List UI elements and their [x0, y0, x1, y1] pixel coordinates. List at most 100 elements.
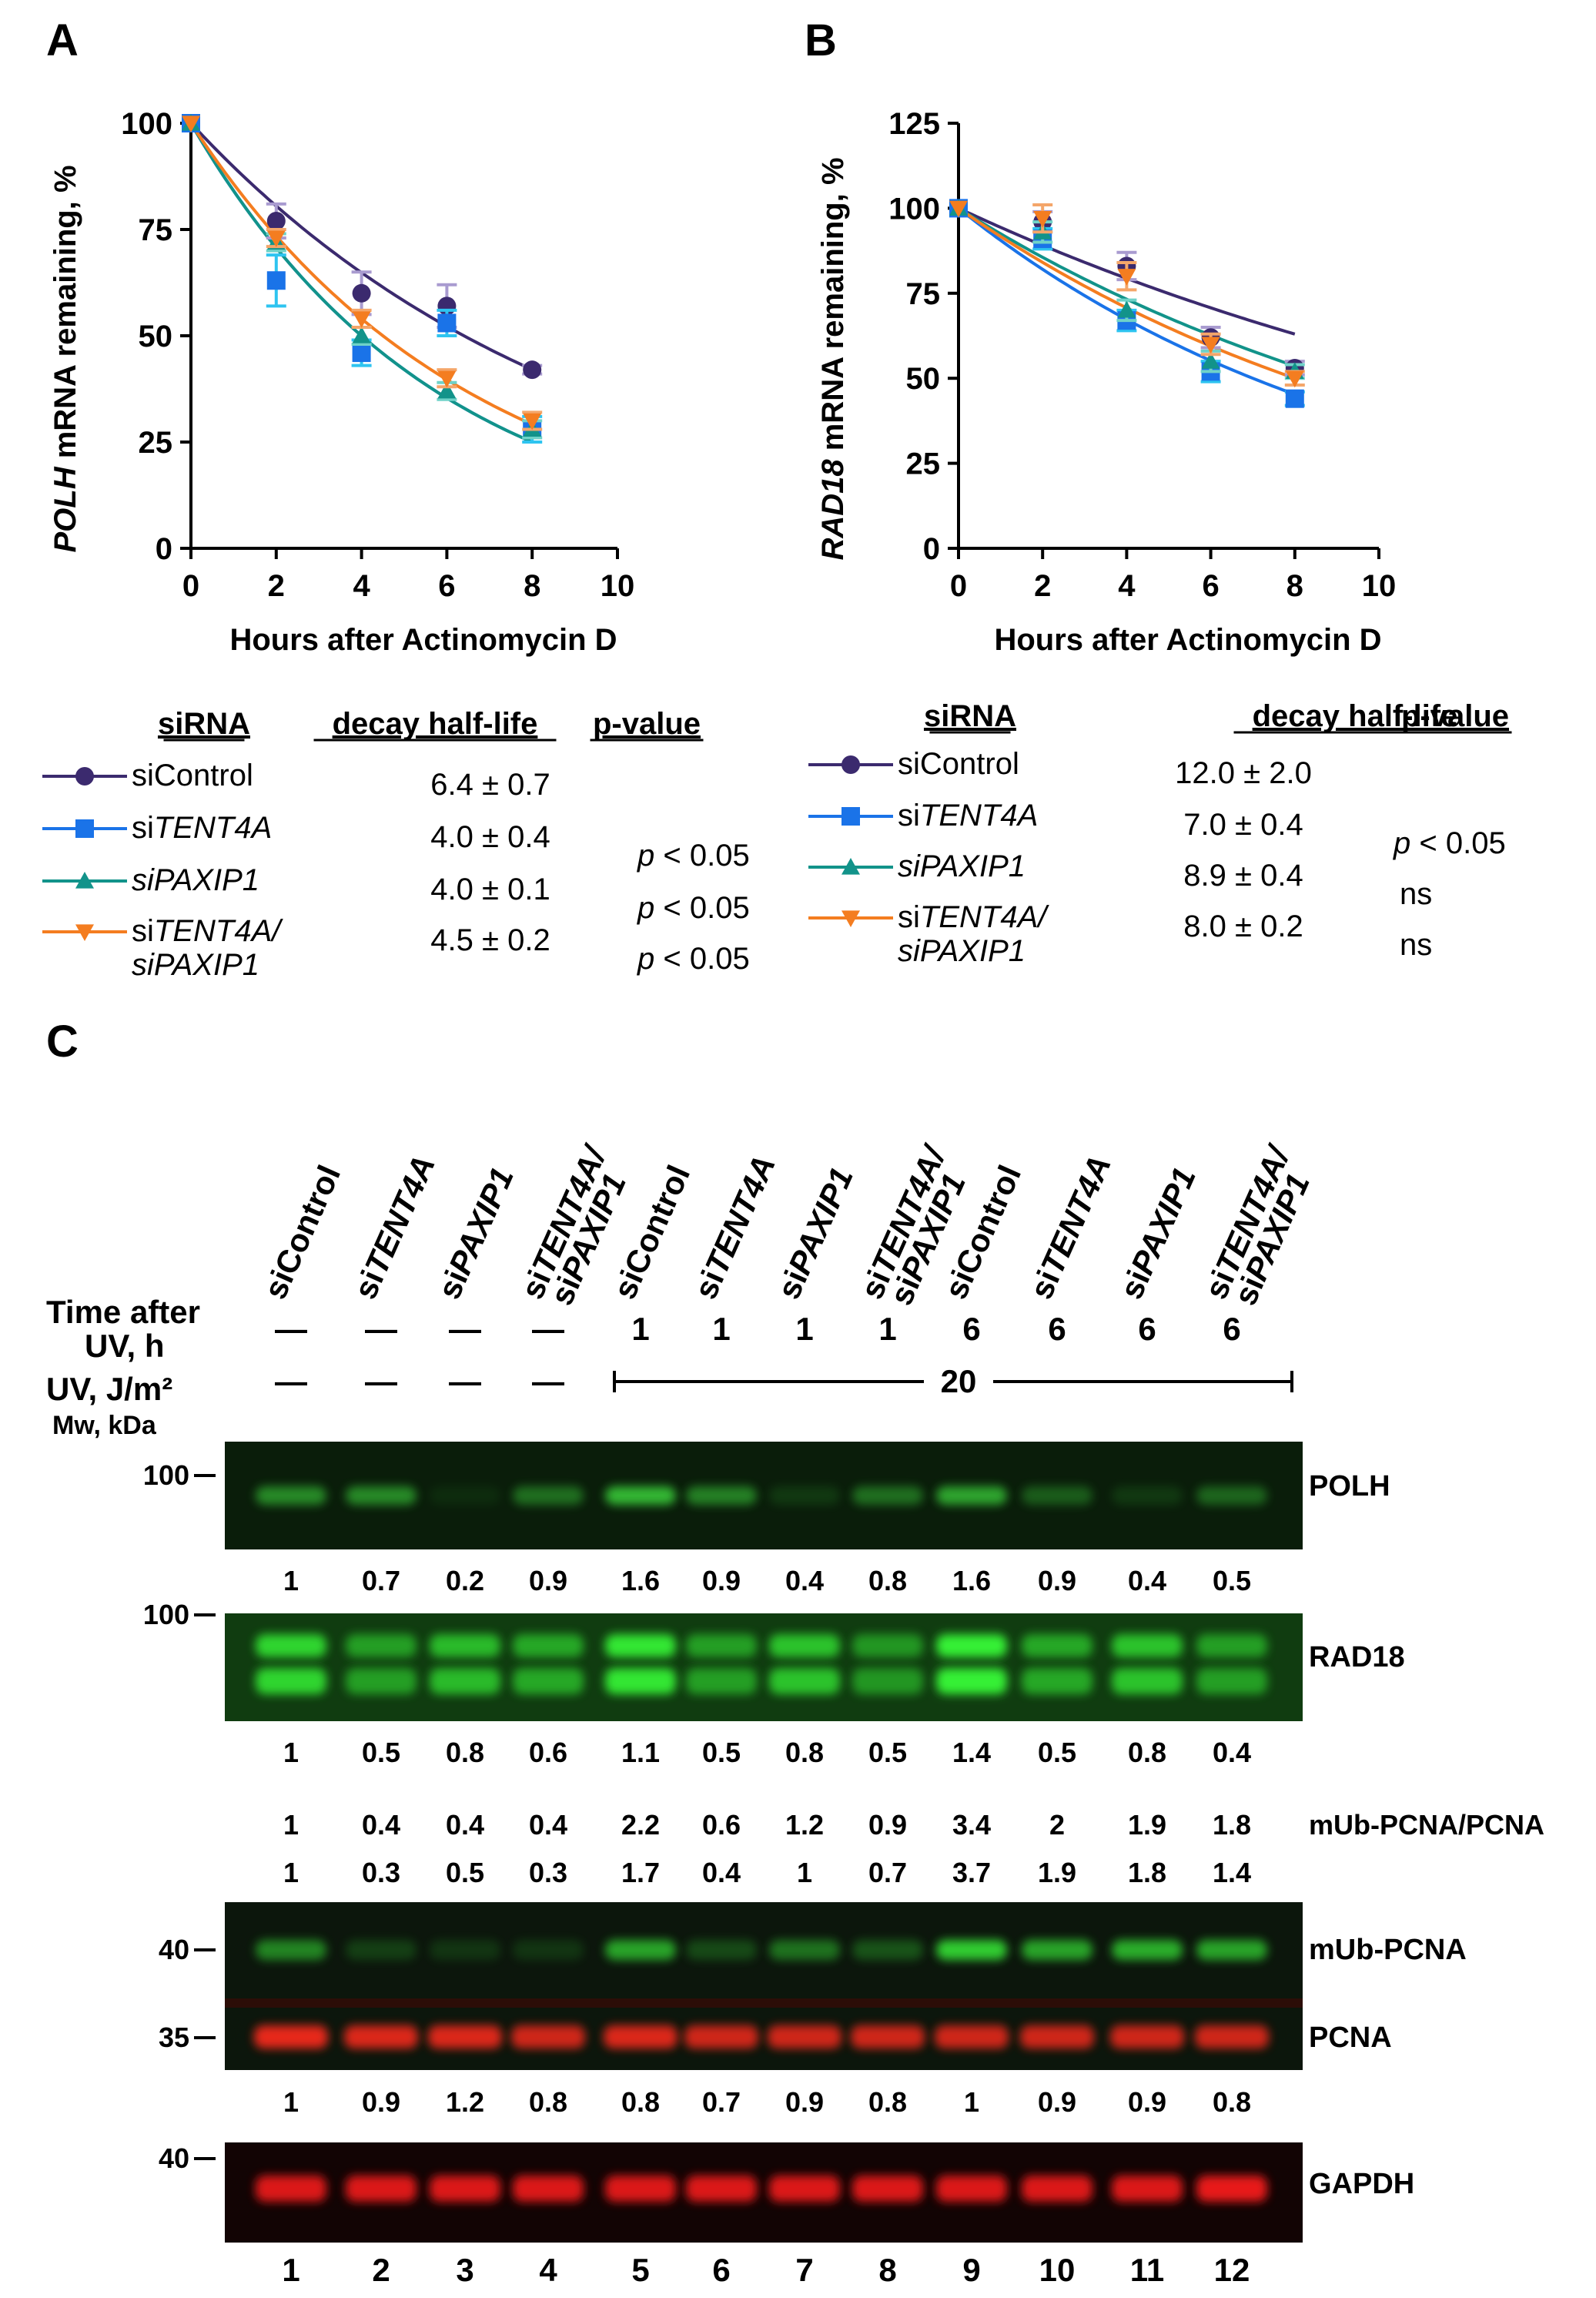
rad18-quant: 0.5	[868, 1737, 907, 1768]
p-text: < 0.05	[654, 891, 749, 925]
mub-pcna-quant: 1.9	[1038, 1857, 1076, 1888]
data-point-series-3	[1033, 211, 1052, 228]
mub-pcna-quant: 0.3	[529, 1857, 567, 1888]
pcna-band	[254, 2025, 328, 2048]
mub-pcna-band	[686, 1940, 757, 1960]
p-symbol: p	[637, 891, 654, 925]
lane-label-2: siTENT4A	[346, 1150, 442, 1304]
pcna-band	[511, 2025, 585, 2048]
p-symbol: p	[1393, 826, 1410, 860]
mub-pcna-quant: 3.7	[952, 1857, 991, 1888]
rad18-band-upper	[936, 1634, 1007, 1657]
data-point-series-1	[266, 271, 286, 290]
pcna-quant: 0.9	[1128, 2086, 1166, 2118]
rad18-band-upper	[605, 1634, 676, 1657]
legend-half-life: 12.0 ± 2.0	[1175, 756, 1312, 790]
mw-marker-label: 40	[159, 1934, 189, 1965]
legend-marker	[75, 819, 94, 838]
legend-half-life: 4.0 ± 0.4	[430, 820, 550, 854]
lane-number: 5	[631, 2252, 649, 2288]
pcna-band	[768, 2025, 841, 2048]
lane-label-gene: PAXIP1	[1124, 1162, 1203, 1280]
fit-curve-3	[957, 206, 1296, 380]
mub-pcna-quant: 0.5	[446, 1857, 484, 1888]
mub-pcna-ratio: 0.4	[446, 1809, 484, 1841]
x-axis-title-a: Hours after Actinomycin D	[229, 623, 617, 657]
polh-quant: 1	[283, 1565, 299, 1596]
pcna-quant: 0.8	[621, 2086, 660, 2118]
rad18-band-upper	[256, 1634, 326, 1657]
y-axis-title-gene: RAD18	[816, 459, 850, 561]
data-point-series-0	[523, 360, 542, 380]
mub-pcna-quant: 1.8	[1128, 1857, 1166, 1888]
mub-pcna-band	[1022, 1940, 1092, 1960]
legend-p-value: ns	[1400, 877, 1432, 911]
y-axis-title-b: RAD18 mRNA remaining, %	[816, 157, 850, 560]
mub-pcna-band	[769, 1940, 840, 1960]
mub-pcna-band	[430, 1940, 500, 1960]
y-tick-label: 0	[156, 532, 172, 566]
polh-quant: 0.5	[1213, 1565, 1251, 1596]
polh-band	[256, 1486, 326, 1505]
data-point-series-3	[1117, 269, 1136, 286]
time-value: —	[532, 1311, 564, 1347]
rad18-quant: 0.8	[785, 1737, 824, 1768]
rad18-band-upper	[346, 1634, 417, 1657]
lane-number: 4	[539, 2252, 557, 2288]
rad18-band-upper	[1112, 1634, 1183, 1657]
legend-label-gene: siPAXIP1	[898, 849, 1026, 883]
rad18-band-upper	[769, 1634, 840, 1657]
time-value: 1	[878, 1311, 896, 1347]
panel-label-a: A	[46, 15, 79, 65]
p-text: ns	[1400, 928, 1432, 962]
rad18-band-lower	[605, 1668, 676, 1694]
rad18-band-lower	[852, 1668, 923, 1694]
y-tick-label: 0	[923, 532, 940, 566]
polh-quant: 0.9	[702, 1565, 741, 1596]
data-point-series-3	[437, 370, 457, 388]
uv-value: —	[365, 1363, 397, 1399]
mw-marker-label: 35	[159, 2022, 189, 2053]
rad18-quant: 0.8	[1128, 1737, 1166, 1768]
legend-series-label: siControl	[132, 759, 253, 792]
time-value: —	[365, 1311, 397, 1347]
legend-marker	[75, 767, 94, 786]
rad18-quant: 0.5	[1038, 1737, 1076, 1768]
lane-label-gene: TENT4A	[1034, 1150, 1118, 1279]
mub-pcna-ratio: 1.8	[1213, 1809, 1251, 1841]
pcna-band	[1110, 2025, 1184, 2048]
data-point-series-1	[352, 343, 371, 363]
legend-marker	[841, 910, 860, 927]
p-text: < 0.05	[654, 839, 749, 873]
rad18-band-upper	[513, 1634, 584, 1657]
legend-label-gene: TENT4A/	[154, 914, 283, 948]
gapdh-band	[430, 2176, 500, 2202]
p-text: ns	[1400, 877, 1432, 911]
time-value: 1	[712, 1311, 730, 1347]
rad18-quant: 0.4	[1213, 1737, 1251, 1768]
time-value: 1	[795, 1311, 813, 1347]
x-tick-label: 10	[1362, 569, 1397, 603]
legend-p-value: ns	[1400, 928, 1432, 962]
mub-pcna-quant: 0.7	[868, 1857, 907, 1888]
x-tick-label: 2	[268, 569, 285, 603]
legend-p-value: p < 0.05	[1393, 826, 1506, 860]
legend-header-2: p-value	[1401, 699, 1509, 733]
gapdh-band	[346, 2176, 417, 2202]
lane-number: 11	[1130, 2252, 1164, 2288]
lane-label-6: siTENT4A	[687, 1150, 782, 1304]
legend-half-life: 4.0 ± 0.1	[430, 873, 550, 906]
gapdh-band	[605, 2176, 676, 2202]
x-tick-label: 4	[353, 569, 370, 603]
legend-p-value: p < 0.05	[637, 891, 750, 925]
rad18-band-lower	[769, 1668, 840, 1694]
panel-label-c: C	[46, 1017, 79, 1067]
mub-pcna-ratio: 0.4	[529, 1809, 567, 1841]
rad18-band-lower	[686, 1668, 757, 1694]
pcna-quant: 0.9	[362, 2086, 400, 2118]
mw-label: Mw, kDa	[52, 1411, 157, 1440]
x-tick-label: 10	[601, 569, 635, 603]
polh-quant: 0.4	[785, 1565, 824, 1596]
polh-band	[936, 1486, 1007, 1505]
